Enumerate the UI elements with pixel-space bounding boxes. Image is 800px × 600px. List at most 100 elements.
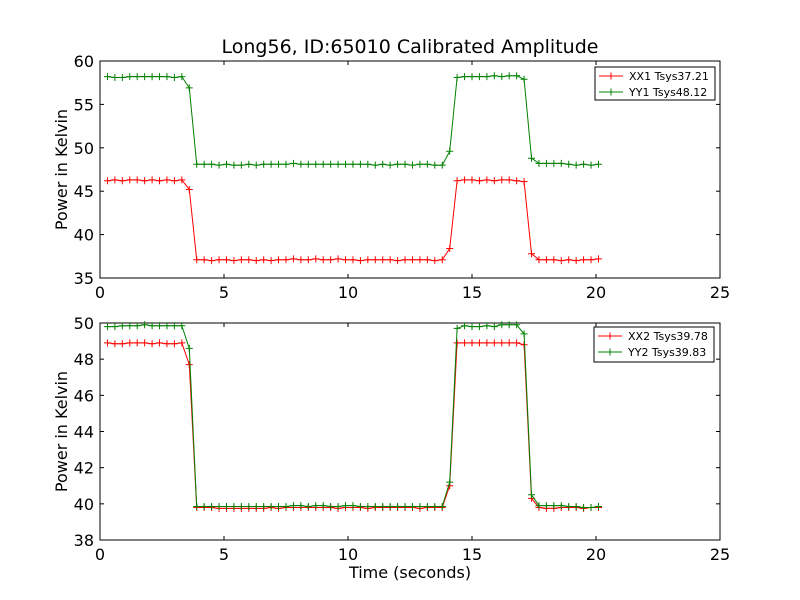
data-point bbox=[312, 502, 320, 510]
data-point bbox=[163, 176, 171, 184]
data-point bbox=[587, 503, 595, 511]
data-point bbox=[327, 503, 335, 511]
data-point bbox=[565, 503, 573, 511]
data-point bbox=[342, 256, 350, 264]
data-point bbox=[446, 147, 454, 155]
data-point bbox=[222, 160, 230, 168]
data-point bbox=[297, 256, 305, 264]
data-point bbox=[498, 321, 506, 329]
legend-label: XX2 Tsys39.78 bbox=[628, 330, 708, 343]
data-point bbox=[103, 339, 111, 347]
data-point bbox=[185, 361, 193, 369]
data-point bbox=[349, 502, 357, 510]
series-yy2 bbox=[103, 321, 602, 511]
data-point bbox=[215, 161, 223, 169]
data-point bbox=[379, 160, 387, 168]
data-point bbox=[327, 160, 335, 168]
y-tick-label: 50 bbox=[74, 314, 94, 333]
data-point bbox=[111, 176, 119, 184]
legend-label: XX1 Tsys37.21 bbox=[629, 70, 709, 83]
data-point bbox=[572, 503, 580, 511]
data-point bbox=[542, 256, 550, 264]
y-tick-label: 50 bbox=[74, 139, 94, 158]
series-xx1 bbox=[103, 176, 602, 265]
y-axis-label: Power in Kelvin bbox=[52, 371, 71, 492]
data-point bbox=[468, 73, 476, 81]
x-tick-label: 15 bbox=[462, 283, 482, 302]
data-point bbox=[252, 257, 260, 265]
data-point bbox=[163, 73, 171, 81]
x-tick-label: 10 bbox=[338, 283, 358, 302]
data-point bbox=[364, 503, 372, 511]
data-point bbox=[483, 339, 491, 347]
data-point bbox=[245, 160, 253, 168]
data-point bbox=[133, 339, 141, 347]
y-tick-label: 35 bbox=[74, 269, 94, 288]
data-point bbox=[587, 256, 595, 264]
data-point bbox=[170, 73, 178, 81]
data-point bbox=[267, 257, 275, 265]
data-point bbox=[200, 503, 208, 511]
data-point bbox=[252, 161, 260, 169]
data-point bbox=[222, 503, 230, 511]
data-point bbox=[148, 73, 156, 81]
data-point bbox=[401, 160, 409, 168]
data-point bbox=[475, 323, 483, 331]
data-point bbox=[178, 176, 186, 184]
data-point bbox=[431, 503, 439, 511]
data-point bbox=[528, 250, 536, 258]
data-point bbox=[208, 257, 216, 265]
data-point bbox=[237, 256, 245, 264]
data-point bbox=[557, 502, 565, 510]
data-point bbox=[542, 502, 550, 510]
data-point bbox=[594, 255, 602, 263]
data-point bbox=[498, 73, 506, 81]
data-point bbox=[423, 160, 431, 168]
data-point bbox=[594, 503, 602, 511]
data-point bbox=[371, 161, 379, 169]
data-point bbox=[513, 72, 521, 80]
data-point bbox=[542, 159, 550, 167]
y-tick-label: 42 bbox=[74, 459, 94, 478]
data-point bbox=[111, 340, 119, 348]
data-point bbox=[118, 340, 126, 348]
data-point bbox=[572, 161, 580, 169]
data-point bbox=[185, 84, 193, 92]
data-point bbox=[342, 502, 350, 510]
data-point bbox=[237, 161, 245, 169]
data-point bbox=[163, 322, 171, 330]
data-point bbox=[156, 339, 164, 347]
data-point bbox=[349, 256, 357, 264]
data-point bbox=[528, 154, 536, 162]
data-point bbox=[297, 502, 305, 510]
x-tick-label: 5 bbox=[219, 283, 229, 302]
data-point bbox=[505, 72, 513, 80]
data-point bbox=[282, 503, 290, 511]
data-point bbox=[111, 323, 119, 331]
y-tick-label: 60 bbox=[74, 52, 94, 71]
data-point bbox=[572, 257, 580, 265]
data-point bbox=[148, 176, 156, 184]
data-point bbox=[550, 256, 558, 264]
data-point bbox=[386, 256, 394, 264]
y-tick-label: 55 bbox=[74, 95, 94, 114]
y-tick-label: 44 bbox=[74, 423, 94, 442]
data-point bbox=[312, 160, 320, 168]
data-point bbox=[156, 177, 164, 185]
data-point bbox=[408, 256, 416, 264]
data-point bbox=[185, 344, 193, 352]
data-point bbox=[379, 503, 387, 511]
x-tick-label: 20 bbox=[586, 545, 606, 564]
data-point bbox=[513, 339, 521, 347]
data-point bbox=[371, 256, 379, 264]
data-point bbox=[580, 503, 588, 511]
y-tick-label: 48 bbox=[74, 350, 94, 369]
figure-title: Long56, ID:65010 Calibrated Amplitude bbox=[222, 36, 599, 58]
data-point bbox=[364, 160, 372, 168]
data-point bbox=[193, 256, 201, 264]
data-point bbox=[505, 321, 513, 329]
data-point bbox=[386, 503, 394, 511]
data-point bbox=[416, 503, 424, 511]
